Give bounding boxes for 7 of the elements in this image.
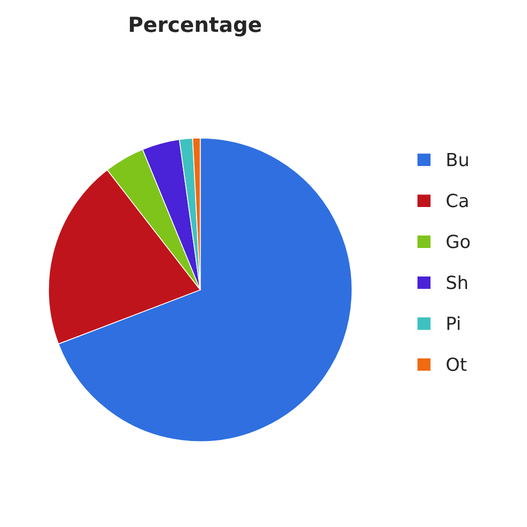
legend-label: Pi <box>447 316 460 330</box>
legend-label: Sh <box>446 275 468 290</box>
legend-label: Bu <box>447 152 468 166</box>
legend-label: Ot <box>446 357 467 372</box>
legend-label: Ca <box>446 194 468 208</box>
legend-label: Go <box>446 234 470 248</box>
chart-title: Percentage <box>130 16 261 36</box>
